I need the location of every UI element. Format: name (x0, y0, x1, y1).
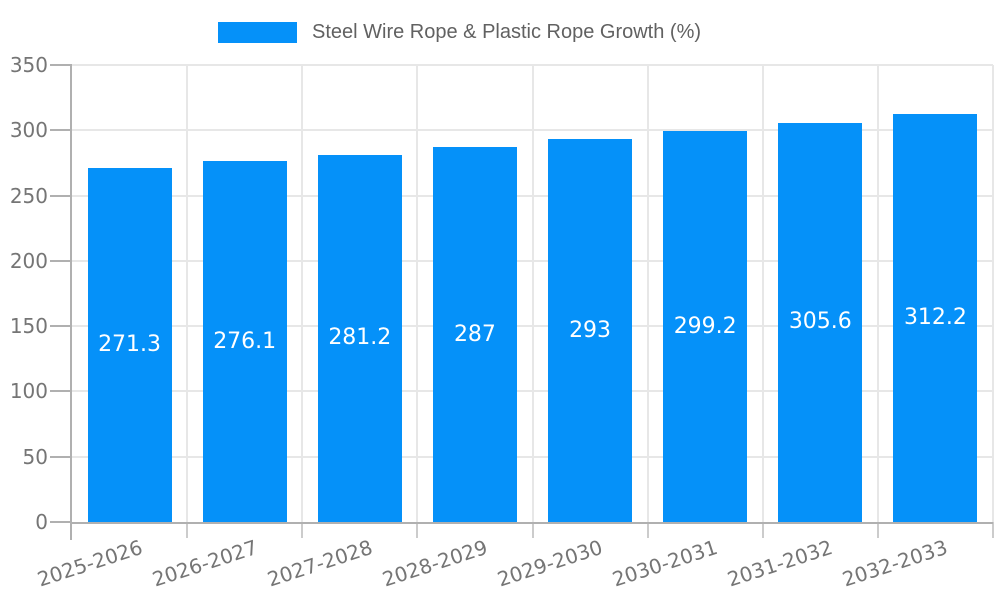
legend-swatch (218, 22, 297, 43)
y-axis-tick-label: 50 (22, 444, 48, 469)
bar-value-label: 287 (453, 321, 496, 347)
y-axis-tick-label: 100 (9, 379, 48, 404)
bar-2029-2030[interactable] (548, 139, 633, 522)
x-gridline (301, 65, 304, 522)
x-axis-tick (301, 522, 304, 538)
bar-2025-2026[interactable] (87, 167, 172, 522)
x-axis-tick (646, 522, 649, 538)
bar-2031-2032[interactable] (778, 122, 863, 522)
x-axis-tick-label: 2032-2033 (839, 535, 951, 592)
y-axis-tick-label: 300 (9, 118, 48, 143)
y-axis-tick (50, 194, 72, 197)
bar-value-label: 276.1 (213, 328, 277, 354)
x-gridline (646, 65, 649, 522)
y-axis-tick-label: 150 (9, 314, 48, 339)
x-axis-tick (876, 522, 879, 538)
bar-2030-2031[interactable] (663, 131, 748, 522)
y-axis-tick (50, 455, 72, 458)
bar-value-label: 312.2 (903, 305, 967, 331)
x-axis-tick (531, 522, 534, 538)
y-axis-tick-label: 200 (9, 248, 48, 273)
x-axis-tick-label: 2030-2031 (609, 535, 721, 592)
y-axis-tick (50, 64, 72, 66)
x-axis-tick (761, 522, 764, 538)
x-axis-tick (992, 522, 994, 538)
x-gridline (531, 65, 534, 522)
y-axis-tick-label: 0 (35, 510, 48, 534)
bar-2027-2028[interactable] (317, 154, 402, 522)
y-axis-tick (50, 521, 72, 523)
y-axis-tick-label: 250 (9, 183, 48, 208)
x-axis-line (70, 522, 993, 524)
y-axis-tick (50, 129, 72, 132)
x-axis-tick-label: 2028-2029 (379, 535, 491, 592)
y-axis-tick (50, 390, 72, 393)
y-axis-tick (50, 325, 72, 328)
legend-series-label: Steel Wire Rope & Plastic Rope Growth (%… (312, 21, 702, 43)
x-axis-tick-label: 2029-2030 (494, 535, 606, 592)
x-axis-tick-label: 2031-2032 (724, 535, 836, 592)
bar-2028-2029[interactable] (432, 147, 517, 522)
y-axis-tick (50, 259, 72, 262)
x-axis-tick (416, 522, 419, 538)
chart-legend[interactable]: Steel Wire Rope & Plastic Rope Growth (%… (0, 0, 1000, 56)
x-gridline (761, 65, 764, 522)
bar-value-label: 305.6 (788, 309, 852, 335)
x-gridline (186, 65, 189, 522)
x-axis-tick-label: 2025-2026 (33, 535, 145, 592)
bar-value-label: 281.2 (328, 325, 392, 351)
bar-value-label: 271.3 (98, 331, 162, 357)
x-gridline (416, 65, 419, 522)
x-gridline (992, 65, 994, 522)
x-axis-tick (186, 522, 189, 538)
x-axis-tick-label: 2027-2028 (264, 535, 376, 592)
y-axis-tick-label: 350 (9, 53, 48, 77)
y-axis-line (70, 65, 72, 540)
bar-value-label: 299.2 (673, 313, 737, 339)
x-axis-tick-label: 2026-2027 (149, 535, 261, 592)
bar-value-label: 293 (569, 317, 612, 343)
x-gridline (876, 65, 879, 522)
bar-2032-2033[interactable] (893, 114, 978, 522)
bar-2026-2027[interactable] (202, 161, 287, 522)
